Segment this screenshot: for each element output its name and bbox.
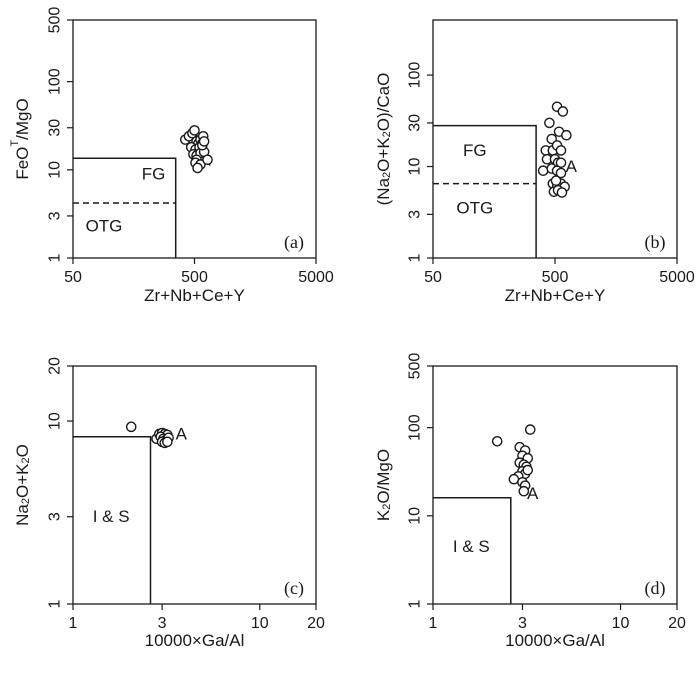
y-tick-label: 3 — [407, 210, 424, 219]
data-point — [192, 162, 203, 174]
panel-label: (c) — [284, 578, 304, 599]
x-axis-label: 10000×Ga/Al — [505, 631, 605, 650]
field-boundary — [73, 436, 152, 604]
x-tick-label: 50 — [424, 269, 442, 286]
data-point — [508, 473, 520, 485]
field-label: A — [566, 157, 578, 176]
panel-label: (b) — [645, 232, 666, 253]
y-tick-label: 30 — [47, 119, 64, 137]
y-tick-label: 1 — [407, 253, 424, 262]
plot-frame — [72, 365, 317, 605]
y-tick-label: 1 — [47, 599, 64, 608]
x-tick-label: 500 — [542, 269, 569, 286]
x-tick-label: 3 — [158, 615, 167, 632]
data-point — [162, 436, 173, 448]
data-point — [550, 175, 562, 187]
field-label: I & S — [93, 507, 130, 526]
chart-panel-c: 1 3 10 20 1 3 10 20 10000×Ga/Al Na2​O+K2​O I & S A (… — [13, 357, 326, 650]
field-boundary — [433, 124, 537, 258]
x-tick-label: 5000 — [659, 269, 695, 286]
y-tick-label: 10 — [47, 161, 64, 179]
y-tick-label: 1 — [47, 253, 64, 262]
data-point — [198, 136, 210, 147]
data-point — [555, 167, 567, 179]
y-tick-label: 3 — [47, 211, 64, 220]
x-tick-label: 20 — [307, 615, 325, 632]
data-point — [557, 106, 569, 117]
y-tick-label: 30 — [407, 114, 424, 132]
y-tick-label: 20 — [47, 357, 64, 375]
field-label: FG — [142, 164, 166, 183]
x-axis-label: 10000×Ga/Al — [145, 631, 245, 650]
y-tick-label: 1 — [407, 599, 424, 608]
data-point — [125, 421, 137, 433]
x-tick-label: 500 — [181, 269, 208, 286]
y-axis-label: Na2​O+K2​O — [13, 444, 33, 526]
chart-panel-b: 50 500 5000 1 3 10 30 100 Zr+Nb+Ce+Y (Na2​O+K2​O)… — [374, 19, 695, 305]
y-axis-label: (Na2​O+K2​O)/CaO — [374, 73, 394, 206]
field-boundary — [73, 157, 177, 258]
data-point — [189, 125, 200, 136]
data-point — [561, 129, 572, 141]
x-tick-label: 10 — [612, 615, 630, 632]
x-tick-label: 20 — [668, 615, 686, 632]
y-tick-label: 500 — [47, 7, 64, 34]
data-point — [518, 485, 530, 497]
data-point — [556, 187, 568, 198]
field-label: OTG — [456, 199, 493, 218]
field-label: OTG — [86, 217, 123, 236]
plot-frame — [432, 365, 678, 605]
y-tick-label: 10 — [407, 507, 424, 525]
y-tick-label: 100 — [407, 414, 424, 441]
x-tick-label: 1 — [69, 615, 78, 632]
x-axis-label: Zr+Nb+Ce+Y — [144, 286, 245, 305]
y-tick-label: 3 — [47, 512, 64, 521]
field-boundary — [433, 497, 512, 604]
x-tick-label: 3 — [518, 615, 527, 632]
y-axis-label: FeOT​/MgO — [9, 98, 32, 179]
x-tick-label: 50 — [64, 269, 82, 286]
field-label: I & S — [453, 537, 490, 556]
data-point — [491, 435, 503, 447]
field-label: FG — [463, 141, 487, 160]
chart-panel-d: 1 3 10 20 1 10 100 500 10000×Ga/Al K2​O/MgO I & S A… — [374, 353, 687, 650]
data-point — [524, 424, 536, 435]
y-axis-label: K2​O/MgO — [374, 449, 394, 521]
field-label: A — [176, 424, 188, 443]
data-point — [522, 464, 534, 476]
x-axis-label: Zr+Nb+Ce+Y — [505, 286, 606, 305]
field-label: A — [527, 484, 539, 503]
y-tick-label: 500 — [407, 353, 424, 380]
data-point — [555, 145, 567, 156]
x-tick-label: 1 — [429, 615, 438, 632]
panel-label: (a) — [284, 232, 304, 253]
data-point — [202, 154, 213, 166]
x-tick-label: 10 — [251, 615, 269, 632]
data-point — [537, 165, 549, 177]
panel-label: (d) — [645, 578, 666, 599]
chart-panel-a: 505005000131030100500Zr+Nb+Ce+YFeOT​/MgO… — [9, 7, 334, 305]
data-point — [544, 117, 555, 129]
y-tick-label: 10 — [47, 412, 64, 430]
y-tick-label: 100 — [47, 68, 64, 95]
x-tick-label: 5000 — [298, 269, 334, 286]
y-tick-label: 100 — [407, 62, 424, 89]
y-tick-label: 10 — [407, 158, 424, 176]
